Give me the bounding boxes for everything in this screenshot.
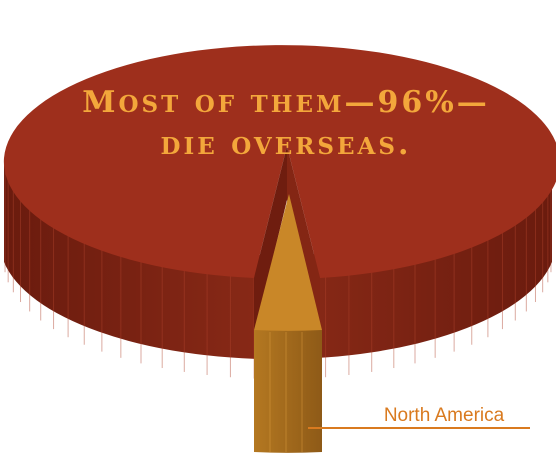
pie-slice-north-america-side bbox=[254, 330, 322, 453]
pie-gap-face-left bbox=[254, 146, 287, 336]
slice-label-north-america: North America bbox=[384, 405, 505, 426]
chart-headline-line1: MOST OF THEM—96%— bbox=[82, 85, 489, 120]
chart-headline-line2: DIE OVERSEAS. bbox=[161, 127, 412, 162]
pie-slice-main-top bbox=[3, 45, 556, 278]
pie-slice-north-america-stripes bbox=[269, 332, 303, 452]
pie-slice-north-america-top bbox=[254, 194, 322, 331]
